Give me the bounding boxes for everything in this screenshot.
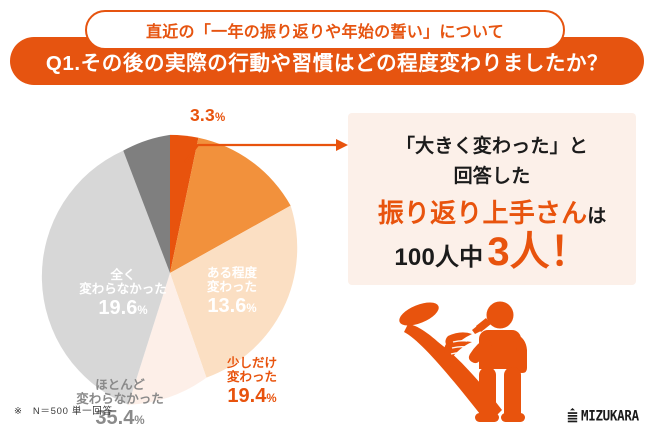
pie-label-ookiku-value: 3.3 (190, 105, 215, 125)
result-line-4: 100人中 3人！ (394, 229, 590, 274)
result-highlight-text: 振り返り上手さん (377, 197, 588, 228)
pie-slice-mattaku[interactable] (123, 134, 170, 273)
result-callout-panel: 「大きく変わった」と 回答した 振り返り上手さんは 100人中 3人！ (348, 113, 636, 285)
topic-pill: 直近の「一年の振り返りや年始の誓い」について (85, 10, 565, 50)
mizukara-logo-mark-icon (567, 407, 578, 422)
pie-slice-aruteido[interactable] (170, 137, 291, 273)
pie-slice-sukoshidake[interactable] (170, 205, 298, 378)
result-ratio-prefix: 100人中 (394, 243, 484, 271)
result-highlight-suffix: は (587, 205, 607, 227)
pie-chart-area: ある程度 変わった 13.6% 少しだけ 変わった 19.4% 変化したが 元に… (0, 100, 348, 434)
pie-slice-henka-moto[interactable] (128, 273, 207, 405)
pie-label-ookiku-percent: % (214, 112, 226, 124)
topic-label: 直近の「一年の振り返りや年始の誓い」について (145, 24, 505, 41)
brand-logo-text: MIZUKARA (581, 406, 639, 424)
pie-label-ookiku-callout: 3.3% (190, 105, 225, 126)
brand-logo: MIZUKARA (567, 406, 639, 424)
result-line-1: 「大きく変わった」と (395, 135, 588, 157)
person-writing-journal-illustration (399, 301, 527, 422)
pie-slice-hotondo[interactable] (41, 150, 171, 405)
result-ratio-value: 3人！ (487, 229, 590, 274)
result-line-2: 回答した (453, 165, 531, 187)
pie-slice-ookiku[interactable] (170, 134, 199, 273)
question-title: Q1.その後の実際の行動や習慣はどの程度変わりましたか？ (45, 52, 609, 75)
header: Q1.その後の実際の行動や習慣はどの程度変わりましたか？ 直近の「一年の振り返り… (0, 0, 650, 96)
callout-leader-line (184, 139, 348, 163)
sample-size-note: ※ N＝500 単一回答 (14, 406, 113, 417)
pie-chart (41, 134, 298, 405)
result-line-3: 振り返り上手さんは (378, 193, 607, 230)
